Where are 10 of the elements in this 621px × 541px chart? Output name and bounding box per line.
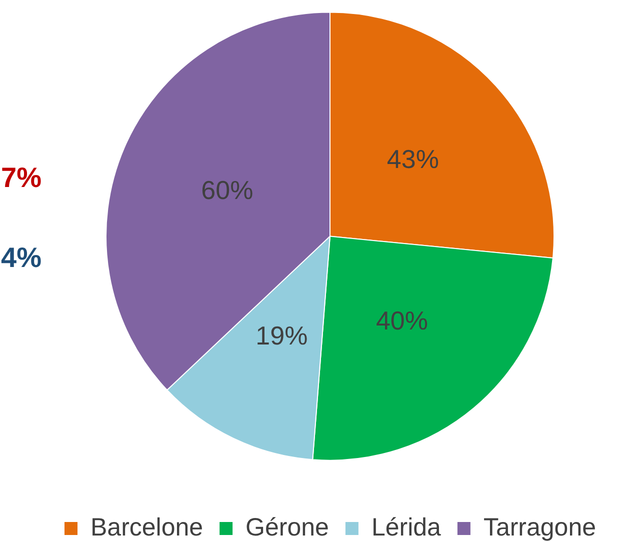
data-label: 43% [386,144,439,174]
data-label: 19% [256,320,308,351]
legend-label: Gérone [246,513,329,541]
legend-label: Lérida [371,513,442,541]
data-label: 40% [376,305,428,336]
legend-label: Tarragone [483,513,596,541]
text: 4% [1,242,42,274]
legend-label: Barcelone [90,513,204,541]
text: 7% [1,162,42,194]
data-label: 60% [201,175,254,206]
